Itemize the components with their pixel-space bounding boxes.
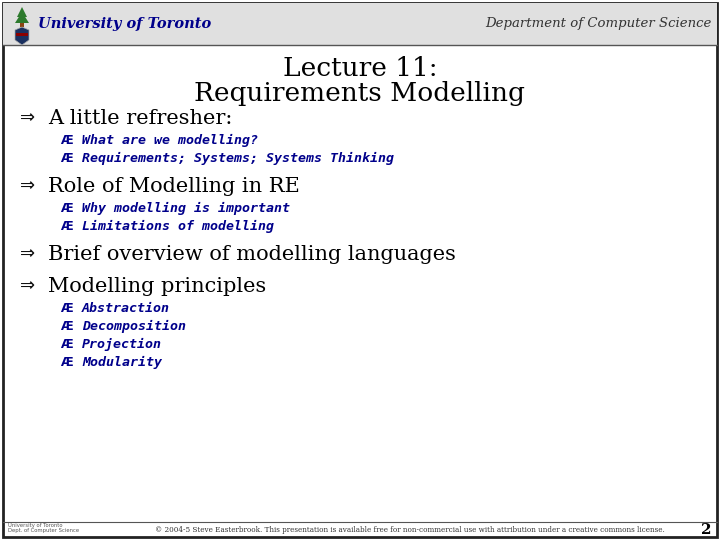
Text: Projection: Projection <box>82 338 162 350</box>
Text: Æ: Æ <box>60 355 73 368</box>
Text: Modelling principles: Modelling principles <box>48 276 266 295</box>
Text: Æ: Æ <box>60 133 73 146</box>
Text: Brief overview of modelling languages: Brief overview of modelling languages <box>48 245 456 264</box>
Text: ⇒: ⇒ <box>20 177 35 195</box>
Bar <box>20 23 24 27</box>
Polygon shape <box>15 12 29 23</box>
Text: Æ: Æ <box>60 152 73 165</box>
Text: Æ: Æ <box>60 219 73 233</box>
Text: Requirements; Systems; Systems Thinking: Requirements; Systems; Systems Thinking <box>82 151 394 165</box>
Text: University of Toronto
Dept. of Computer Science: University of Toronto Dept. of Computer … <box>8 523 79 534</box>
Text: Limitations of modelling: Limitations of modelling <box>82 219 274 233</box>
Text: Æ: Æ <box>60 201 73 214</box>
Text: Modularity: Modularity <box>82 355 162 368</box>
Polygon shape <box>15 27 29 45</box>
Text: Decomposition: Decomposition <box>82 320 186 333</box>
Text: Why modelling is important: Why modelling is important <box>82 201 290 214</box>
Text: Department of Computer Science: Department of Computer Science <box>485 17 712 30</box>
Text: Requirements Modelling: Requirements Modelling <box>194 80 526 105</box>
Text: Abstraction: Abstraction <box>82 301 170 314</box>
Text: Role of Modelling in RE: Role of Modelling in RE <box>48 177 300 195</box>
Text: © 2004-5 Steve Easterbrook. This presentation is available free for non-commerci: © 2004-5 Steve Easterbrook. This present… <box>155 526 665 534</box>
Text: Æ: Æ <box>60 320 73 333</box>
Text: What are we modelling?: What are we modelling? <box>82 133 258 146</box>
Text: University of Toronto: University of Toronto <box>38 17 211 31</box>
Text: Æ: Æ <box>60 301 73 314</box>
Text: A little refresher:: A little refresher: <box>48 109 233 127</box>
Text: 2: 2 <box>701 523 712 537</box>
Bar <box>3 3 717 45</box>
Polygon shape <box>17 7 27 17</box>
Bar <box>16 33 28 36</box>
Text: Æ: Æ <box>60 338 73 350</box>
Text: ⇒: ⇒ <box>20 109 35 127</box>
Text: ⇒: ⇒ <box>20 277 35 295</box>
Text: ⇒: ⇒ <box>20 245 35 263</box>
Text: Lecture 11:: Lecture 11: <box>283 56 437 80</box>
